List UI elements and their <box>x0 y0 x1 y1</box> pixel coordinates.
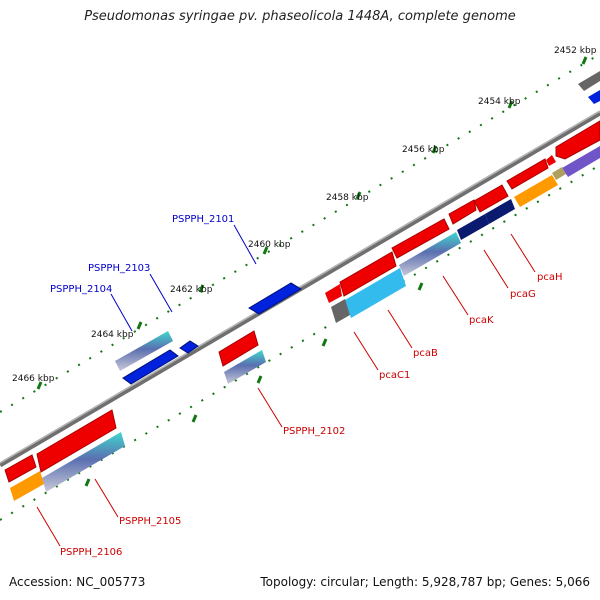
gene-purple <box>562 146 600 177</box>
label-pcac1[interactable]: pcaC1 <box>379 370 410 381</box>
gene-2106-red[interactable] <box>4 454 37 483</box>
gene-pcaB-stripe <box>399 232 461 276</box>
gene-pcaK-navy <box>457 214 489 240</box>
gene-2105[interactable] <box>36 409 117 473</box>
gene-pcaH-2[interactable] <box>555 120 600 160</box>
topology-text: Topology: circular; Length: 5,928,787 bp… <box>260 575 590 589</box>
gene-pcaG-orange <box>514 175 558 207</box>
tick-label-2464: 2464 kbp <box>91 330 134 340</box>
gene-pcaG[interactable] <box>506 158 549 190</box>
gene-2102-stripe <box>224 350 266 384</box>
gene-2106[interactable] <box>10 471 44 501</box>
gene-pcaK[interactable] <box>473 184 509 213</box>
gene-2102[interactable] <box>218 330 259 367</box>
label-pspph-2101[interactable]: PSPPH_2101 <box>172 214 234 225</box>
label-pcag[interactable]: pcaG <box>510 289 536 300</box>
label-pspph-2105[interactable]: PSPPH_2105 <box>119 516 181 527</box>
gene-pcaC1[interactable] <box>339 251 397 297</box>
map-title: Pseudomonas syringae pv. phaseolicola 14… <box>84 9 516 24</box>
label-pcak[interactable]: pcaK <box>469 315 494 326</box>
tick-label-2460: 2460 kbp <box>248 240 291 250</box>
forward-genes <box>115 71 600 385</box>
gene-pcaH[interactable] <box>546 155 556 166</box>
gene-pcaG-small <box>552 167 566 180</box>
tick-label-2452: 2452 kbp <box>554 46 597 56</box>
gene-pcaC1-cyan <box>345 268 406 318</box>
tick-label-2454: 2454 kbp <box>478 97 521 107</box>
gene-2103[interactable] <box>179 340 199 354</box>
gene-pcaC1-small <box>325 284 342 303</box>
tick-label-2466: 2466 kbp <box>12 374 55 384</box>
gene-pcaC1-gray <box>331 299 350 323</box>
inner-scale-line <box>0 164 600 521</box>
gene-pcaK-navy-2 <box>485 199 515 224</box>
gene-2105-stripe <box>42 432 125 492</box>
gene-top-right-gray <box>578 71 600 91</box>
label-pspph-2103[interactable]: PSPPH_2103 <box>88 263 150 274</box>
label-pspph-2104[interactable]: PSPPH_2104 <box>50 284 112 295</box>
label-pspph-2102[interactable]: PSPPH_2102 <box>283 426 345 437</box>
accession-text: Accession: NC_005773 <box>9 575 146 589</box>
gene-2104-stripe <box>115 331 173 371</box>
genome-backbone-highlight <box>0 110 600 464</box>
leader-lines <box>36 224 536 547</box>
tick-label-2462: 2462 kbp <box>170 285 213 295</box>
label-pspph-2106[interactable]: PSPPH_2106 <box>60 547 122 558</box>
gene-pcaK-2[interactable] <box>448 199 477 225</box>
reverse-genes <box>4 120 600 501</box>
major-ticks <box>36 56 588 487</box>
label-pcah[interactable]: pcaH <box>537 272 563 283</box>
gene-2104[interactable] <box>122 349 179 385</box>
tick-label-2456: 2456 kbp <box>402 145 445 155</box>
gene-pcaB[interactable] <box>391 218 450 259</box>
gene-top-right-blue <box>588 90 600 104</box>
tick-label-2458: 2458 kbp <box>326 193 369 203</box>
label-pcab[interactable]: pcaB <box>413 348 438 359</box>
gene-2101[interactable] <box>248 282 302 315</box>
